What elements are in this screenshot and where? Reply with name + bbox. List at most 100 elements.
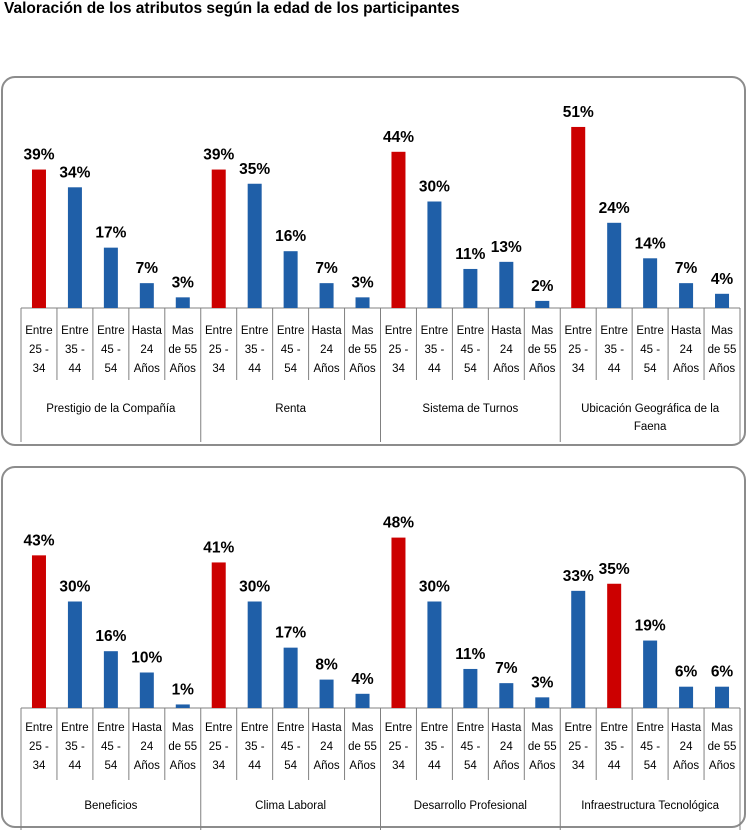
bar [355, 693, 370, 708]
category-label: 34 [572, 363, 585, 375]
bar [319, 679, 334, 708]
category-label: 44 [608, 363, 621, 375]
data-label: 13% [491, 239, 522, 256]
group-label: Infraestructura Tecnológica [581, 800, 719, 812]
category-label: 54 [284, 363, 297, 375]
data-label: 17% [95, 225, 126, 242]
category-label: 35 - [425, 344, 445, 356]
bar [139, 672, 154, 708]
category-label: 44 [248, 363, 261, 375]
category-label: Años [709, 363, 735, 375]
bar [427, 201, 442, 308]
category-label: de 55 [168, 344, 197, 356]
group-label: Faena [634, 421, 667, 433]
category-label: Años [134, 363, 160, 375]
data-label: 30% [59, 579, 90, 596]
category-label: Mas [352, 722, 374, 734]
category-label: Años [529, 760, 555, 772]
bar [499, 261, 514, 308]
bar [67, 601, 82, 708]
category-label: 25 - [209, 344, 229, 356]
bar [283, 647, 298, 708]
bar [211, 562, 226, 708]
group-label: Clima Laboral [255, 800, 326, 812]
bar [643, 640, 658, 708]
category-label: Años [349, 363, 375, 375]
data-label: 7% [315, 260, 338, 277]
category-label: 45 - [640, 741, 660, 753]
data-label: 3% [351, 274, 374, 291]
category-label: Entre [385, 722, 413, 734]
data-label: 4% [351, 671, 374, 688]
category-label: 34 [212, 363, 225, 375]
bar [283, 251, 298, 308]
data-label: 41% [203, 539, 234, 556]
category-label: Entre [277, 325, 305, 337]
category-label: de 55 [708, 741, 737, 753]
bar [607, 583, 622, 708]
data-label: 30% [419, 179, 450, 196]
category-label: Mas [531, 325, 553, 337]
category-label: 45 - [460, 344, 480, 356]
category-label: Entre [97, 325, 125, 337]
bar [175, 297, 190, 308]
category-label: Entre [97, 722, 125, 734]
bar [499, 683, 514, 708]
category-label: Años [709, 760, 735, 772]
category-label: Entre [600, 722, 628, 734]
bar [67, 187, 82, 308]
category-label: 34 [212, 760, 225, 772]
category-label: Entre [25, 722, 53, 734]
category-label: Años [313, 363, 339, 375]
group-label: Renta [275, 403, 306, 415]
category-label: 25 - [29, 741, 49, 753]
data-label: 11% [455, 246, 485, 263]
category-label: 54 [104, 363, 117, 375]
bar [31, 169, 46, 308]
bar [427, 601, 442, 708]
bar [679, 283, 694, 308]
data-label: 4% [711, 271, 734, 288]
category-label: Años [170, 760, 196, 772]
category-label: Hasta [132, 325, 163, 337]
data-label: 6% [711, 664, 734, 681]
bar [571, 126, 586, 308]
bar [643, 258, 658, 308]
category-label: 45 - [281, 741, 301, 753]
category-label: 34 [392, 363, 405, 375]
category-label: Entre [385, 325, 413, 337]
category-label: de 55 [528, 344, 557, 356]
category-label: 54 [104, 760, 117, 772]
category-label: Entre [421, 325, 449, 337]
bar [103, 651, 118, 708]
category-label: 54 [464, 363, 477, 375]
category-label: Entre [457, 722, 485, 734]
category-label: Entre [421, 722, 449, 734]
category-label: 54 [644, 363, 657, 375]
chart-panel-top: 39% Entre 25 - 34 34% Entre 35 - 44 17% Entre 45 -… [1, 76, 746, 446]
bar [175, 704, 190, 708]
category-label: Entre [241, 325, 269, 337]
category-label: Mas [172, 325, 194, 337]
category-label: 24 [680, 741, 693, 753]
category-label: 45 - [640, 344, 660, 356]
bar [715, 686, 730, 708]
page-title: Valoración de los atributos según la eda… [4, 0, 460, 17]
category-label: Entre [61, 325, 89, 337]
bar [103, 247, 118, 308]
category-label: Años [673, 363, 699, 375]
category-label: Años [673, 760, 699, 772]
bar [463, 668, 478, 708]
data-label: 8% [315, 657, 338, 674]
category-label: Mas [352, 325, 374, 337]
category-label: 34 [392, 760, 405, 772]
data-label: 35% [239, 161, 270, 178]
data-label: 10% [131, 650, 162, 667]
data-label: 14% [635, 235, 666, 252]
category-label: 25 - [568, 344, 588, 356]
data-label: 51% [563, 104, 594, 121]
data-label: 34% [59, 164, 90, 181]
data-label: 48% [383, 515, 414, 532]
bar [679, 686, 694, 708]
data-label: 39% [23, 147, 54, 164]
